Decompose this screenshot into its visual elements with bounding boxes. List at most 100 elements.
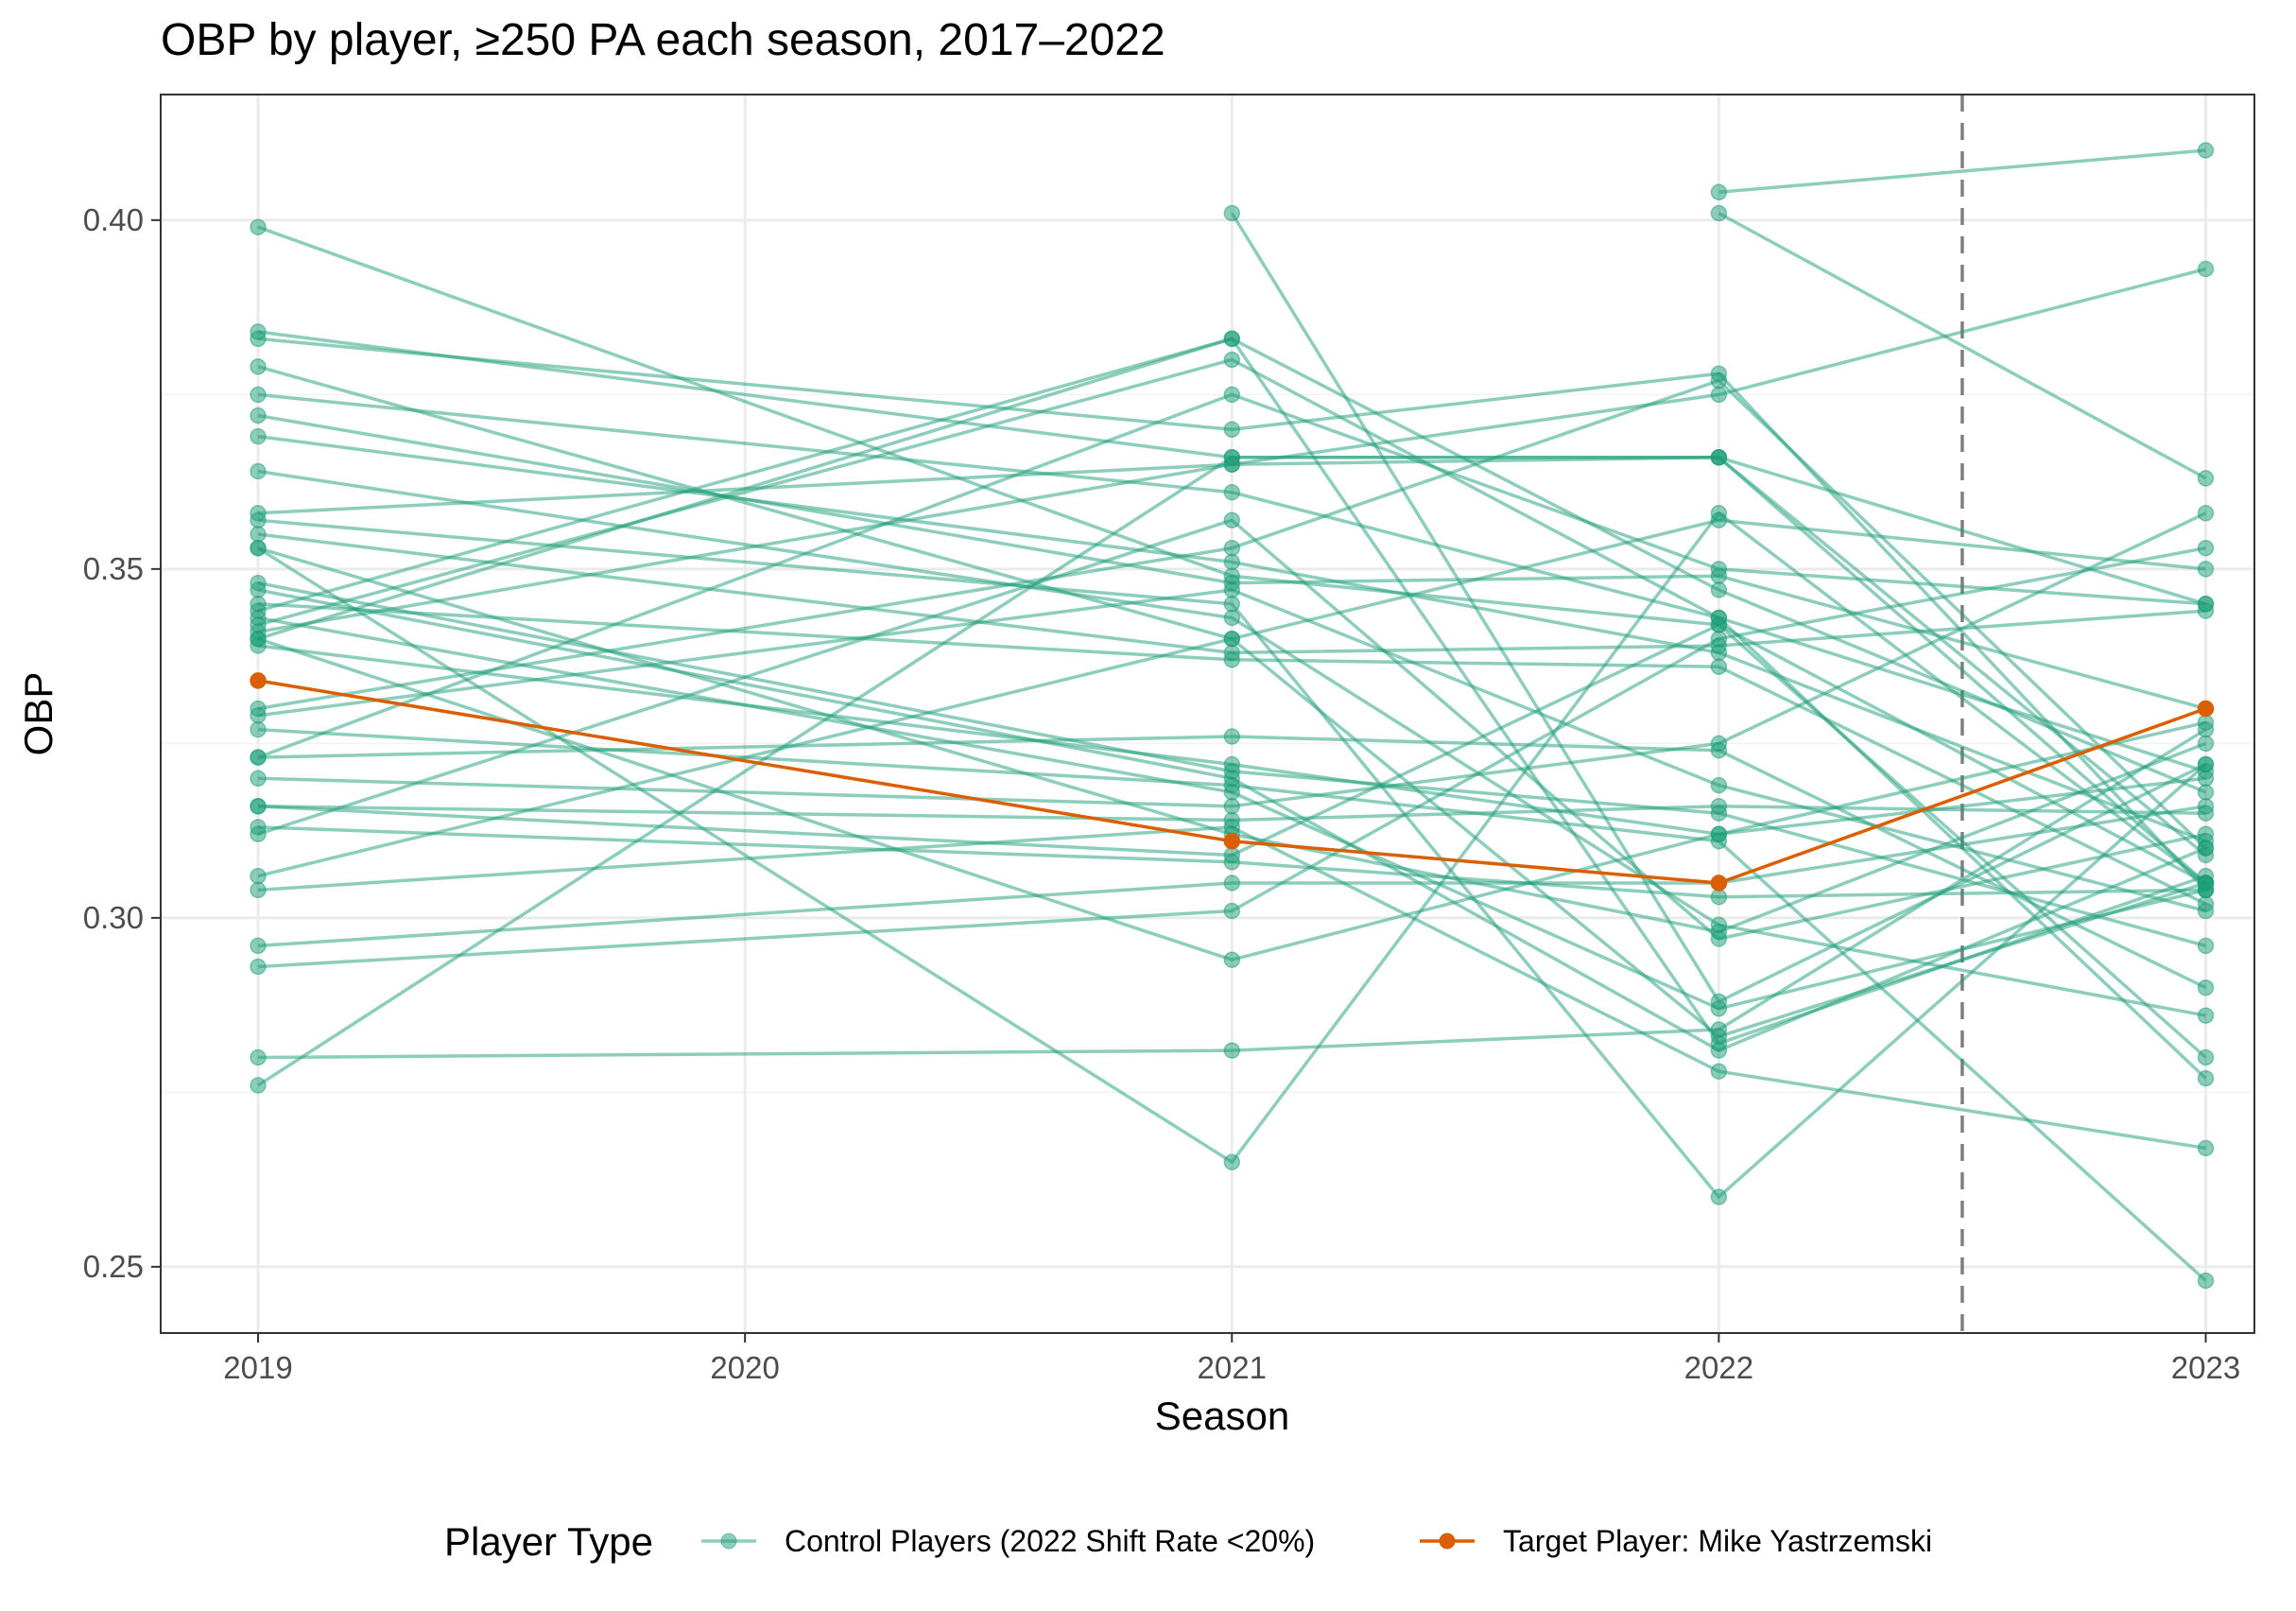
series-40-point-0 xyxy=(250,1077,267,1094)
x-tick-label-3: 2022 xyxy=(1684,1350,1753,1385)
series-12-point-0 xyxy=(250,511,267,528)
series-23-point-3 xyxy=(2197,867,2215,885)
series-9-point-0 xyxy=(250,427,267,445)
x-tick-label-2: 2021 xyxy=(1198,1350,1267,1385)
series-30-point-2 xyxy=(1710,735,1728,753)
series-34-point-0 xyxy=(250,825,267,843)
y-axis: 0.25 0.30 0.35 0.40 xyxy=(83,202,161,1284)
series-line-22 xyxy=(257,267,2206,634)
series-line-2 xyxy=(257,225,2207,885)
series-line-38 xyxy=(257,546,2206,969)
y-tick-label-3: 0.40 xyxy=(83,202,144,237)
series-18-point-1 xyxy=(1223,651,1241,668)
series-35-point-0 xyxy=(250,867,267,885)
series-line-26 xyxy=(257,588,2206,913)
series-41-point-2 xyxy=(1710,825,1728,843)
series-3-point-1 xyxy=(2197,470,2215,487)
plot-border xyxy=(160,94,2255,1334)
series-2-point-0 xyxy=(250,218,267,235)
series-17-point-0 xyxy=(250,581,267,598)
series-18-point-2 xyxy=(1710,658,1728,675)
series-line-24 xyxy=(257,644,2206,837)
series-line-18 xyxy=(257,602,2207,906)
series-27-point-0 xyxy=(250,720,267,738)
series-30-point-0 xyxy=(250,770,267,788)
plot-panel xyxy=(160,94,2255,1334)
series-line-5 xyxy=(257,337,2207,892)
series-42-point-1 xyxy=(1223,832,1241,850)
legend-title: Player Type xyxy=(444,1519,653,1564)
series-12-point-3 xyxy=(2197,755,2215,773)
series-points xyxy=(250,142,2215,1290)
legend: Player Type Control Players (2022 Shift … xyxy=(444,1519,1932,1564)
series-40-point-2 xyxy=(1710,449,1728,466)
series-37-point-3 xyxy=(2197,798,2215,815)
series-line-25 xyxy=(257,378,2207,850)
series-21-point-1 xyxy=(1223,351,1241,369)
series-23-point-2 xyxy=(1710,1034,1728,1052)
series-35-point-3 xyxy=(2197,561,2215,578)
series-line-40 xyxy=(257,456,2207,1087)
y-axis-label: OBP xyxy=(16,672,60,756)
y-tick-label-2: 0.35 xyxy=(83,551,144,586)
series-6-point-0 xyxy=(250,358,267,375)
series-34-point-1 xyxy=(1223,511,1241,528)
series-36-point-3 xyxy=(2197,1139,2215,1157)
x-axis: 2019 2020 2021 2022 2023 xyxy=(223,1333,2240,1385)
series-33-point-2 xyxy=(1710,888,1728,906)
series-5-point-0 xyxy=(250,330,267,348)
series-19-point-2 xyxy=(1710,581,1728,598)
series-22-point-3 xyxy=(2197,260,2215,278)
series-28-point-2 xyxy=(1710,561,1728,578)
series-line-36 xyxy=(257,825,2206,1151)
series-3-point-0 xyxy=(1710,204,1728,222)
series-20-point-2 xyxy=(1710,1000,1728,1017)
series-36-point-2 xyxy=(1710,1063,1728,1080)
series-23-point-1 xyxy=(1223,330,1241,348)
series-10-point-3 xyxy=(2197,1007,2215,1024)
series-41-point-1 xyxy=(1223,951,1241,968)
series-15-point-0 xyxy=(250,539,267,557)
y-tick-label-0: 0.25 xyxy=(83,1249,144,1284)
series-26-point-1 xyxy=(1223,581,1241,598)
legend-entry-control: Control Players (2022 Shift Rate <20%) xyxy=(701,1524,1315,1558)
legend-key-target-point xyxy=(1439,1533,1456,1550)
series-38-point-2 xyxy=(1710,630,1728,648)
series-30-point-3 xyxy=(2197,505,2215,522)
series-38-point-3 xyxy=(2197,539,2215,557)
series-12-point-1 xyxy=(1223,596,1241,613)
series-lines xyxy=(257,148,2207,1282)
series-28-point-1 xyxy=(1223,386,1241,404)
series-8-point-0 xyxy=(250,407,267,424)
legend-entry-target: Target Player: Mike Yastrzemski xyxy=(1420,1524,1932,1558)
series-25-point-1 xyxy=(1223,539,1241,557)
series-15-point-1 xyxy=(1223,1153,1241,1170)
series-line-41 xyxy=(257,637,2206,961)
series-39-point-1 xyxy=(1223,1042,1241,1059)
legend-key-control-point xyxy=(720,1533,737,1550)
series-line-35 xyxy=(257,518,2206,878)
series-32-point-0 xyxy=(250,798,267,815)
series-line-15 xyxy=(257,511,2207,1164)
chart-title: OBP by player, ≥250 PA each season, 2017… xyxy=(161,15,1165,65)
series-10-point-1 xyxy=(1223,609,1241,627)
series-line-28 xyxy=(257,392,2206,759)
series-31-point-2 xyxy=(1710,616,1728,633)
series-line-10 xyxy=(257,469,2206,1017)
series-line-0 xyxy=(1718,148,2206,195)
series-30-point-1 xyxy=(1223,798,1241,815)
series-41-point-3 xyxy=(2197,714,2215,731)
series-24-point-3 xyxy=(2197,770,2215,788)
series-35-point-1 xyxy=(1223,630,1241,648)
series-33-point-3 xyxy=(2197,881,2215,899)
series-29-point-3 xyxy=(2197,979,2215,996)
series-line-3 xyxy=(1718,211,2207,480)
series-40-point-1 xyxy=(1223,449,1241,466)
series-42-point-2 xyxy=(1710,875,1728,892)
series-25-point-2 xyxy=(1710,372,1728,390)
series-29-point-1 xyxy=(1223,728,1241,745)
series-35-point-2 xyxy=(1710,511,1728,528)
series-26-point-0 xyxy=(250,707,267,724)
series-41-point-0 xyxy=(250,630,267,648)
